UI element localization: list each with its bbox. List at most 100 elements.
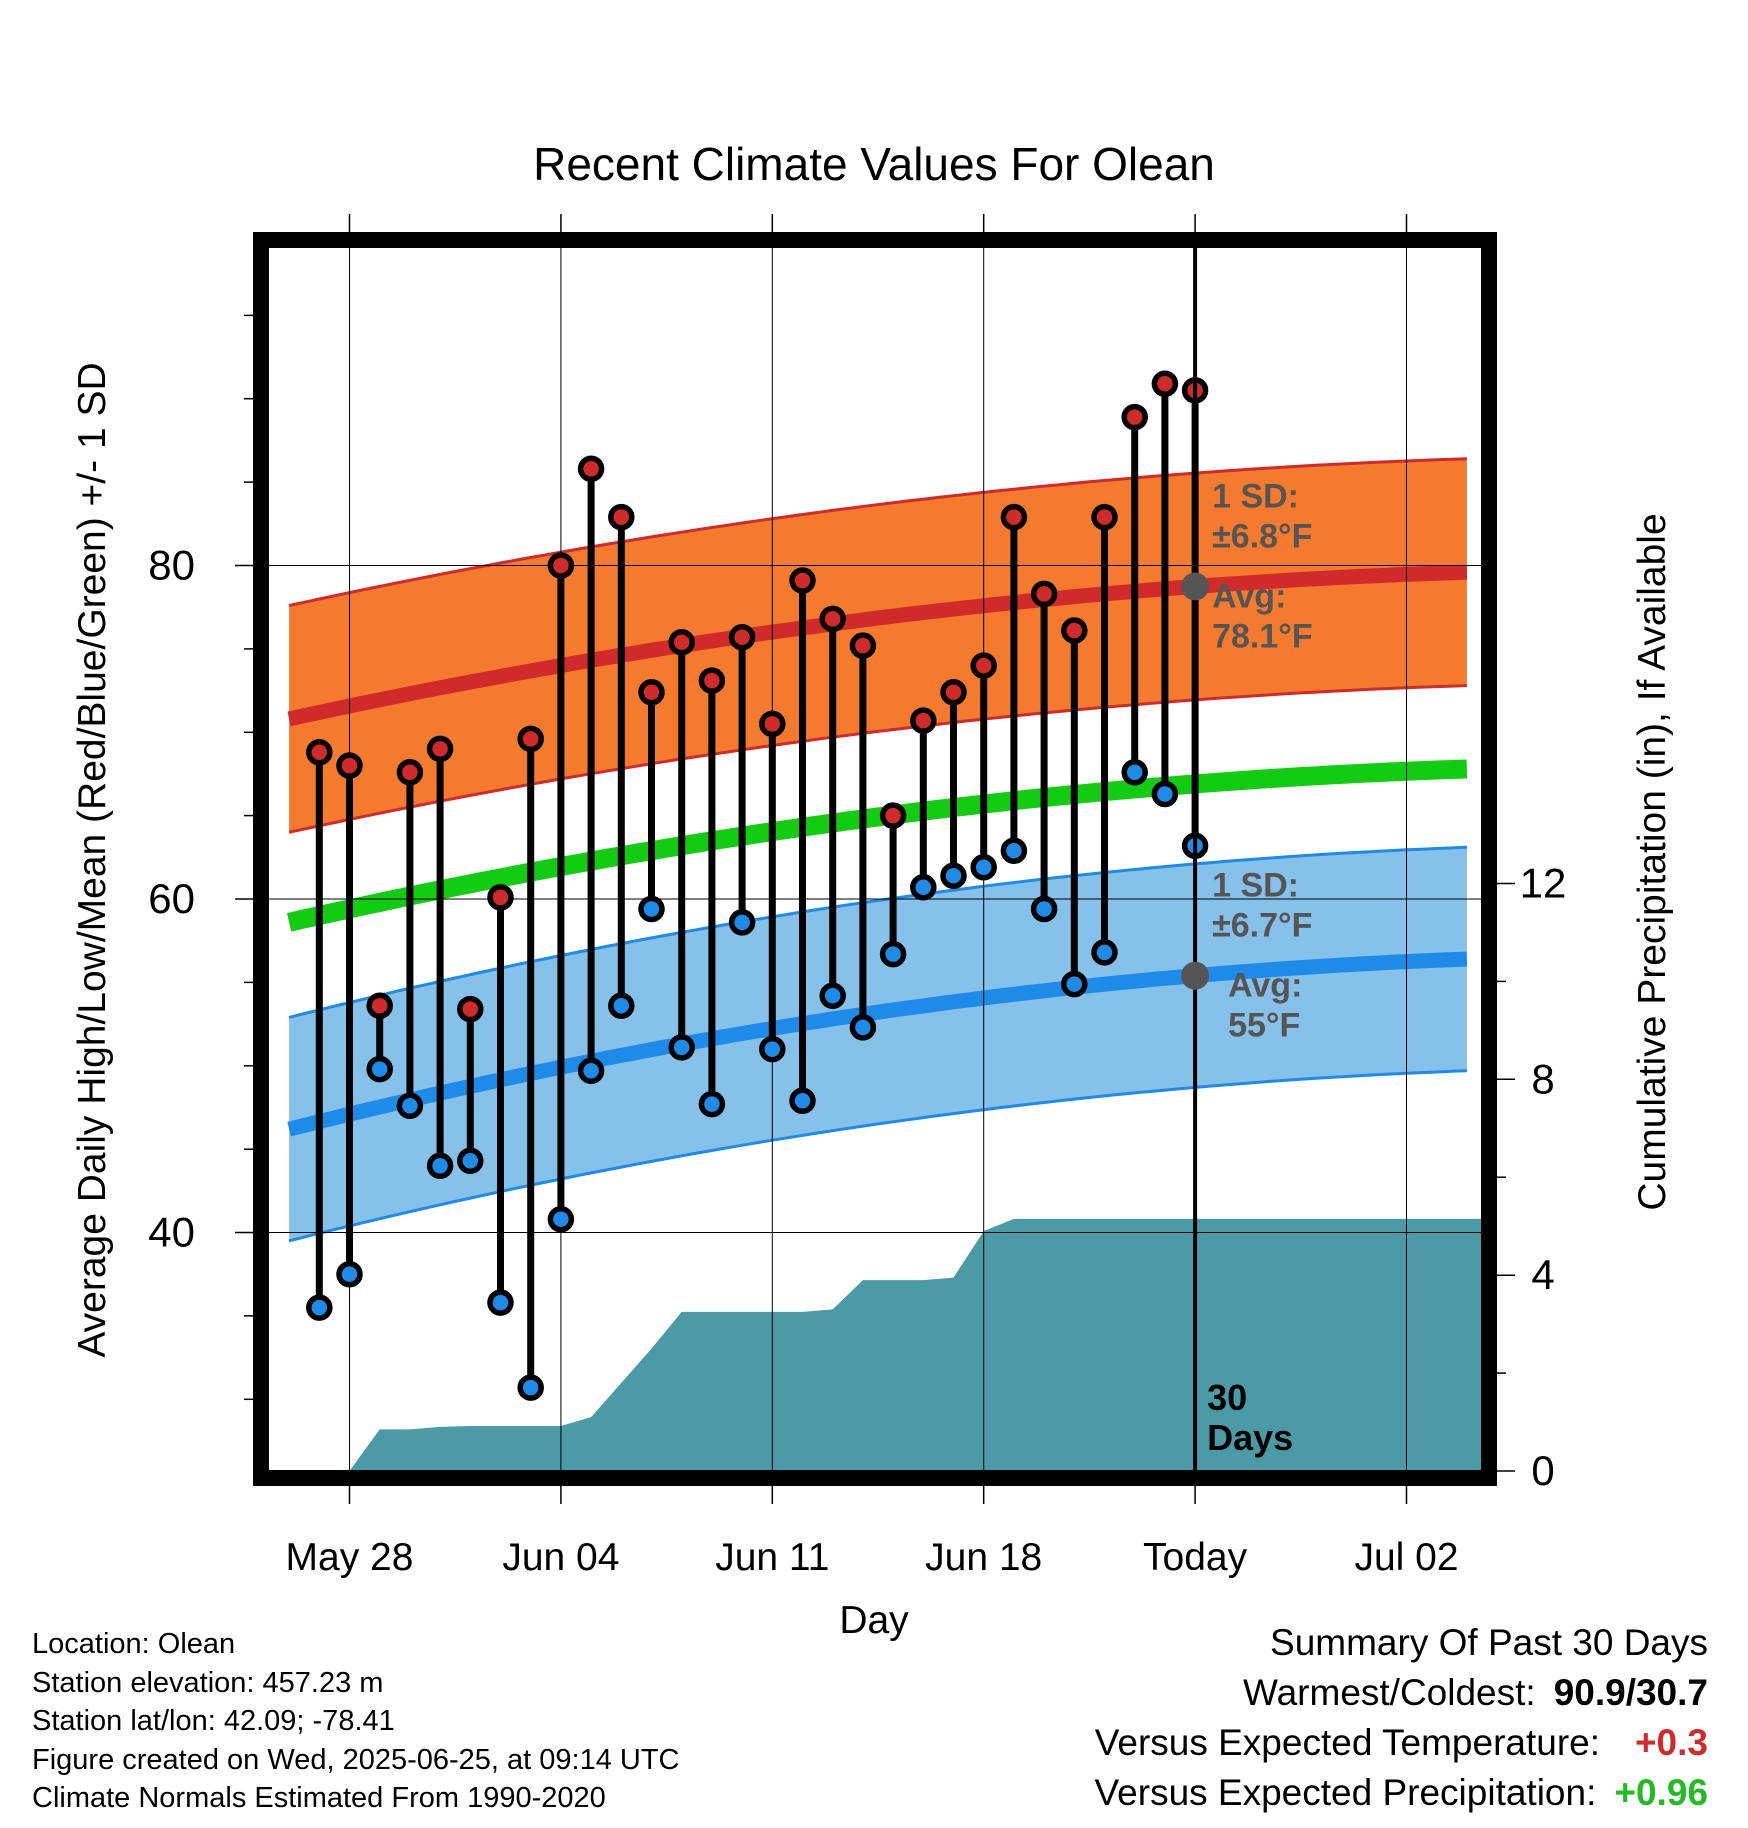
normal-low-upper-edge [288, 845, 1467, 1019]
daily-low-marker [879, 940, 907, 968]
high-avg-value: 78.1°F [1212, 618, 1313, 656]
daily-low-marker [426, 1152, 454, 1180]
y2-tick-label: 8 [1531, 1055, 1554, 1102]
precip-value: +0.96 [1614, 1772, 1708, 1813]
low-sd-label: 1 SD: [1212, 867, 1299, 905]
high-avg-label: Avg: [1212, 578, 1286, 616]
high-sd-label: 1 SD: [1212, 478, 1299, 516]
daily-high-marker [457, 995, 484, 1023]
daily-low-marker [608, 992, 635, 1019]
daily-high-marker [336, 752, 363, 779]
latlon-text: Station lat/lon: 42.09; -78.41 [32, 1705, 395, 1737]
daily-low-marker [457, 1147, 484, 1175]
created-text: Figure created on Wed, 2025-06-25, at 09… [32, 1743, 680, 1776]
warm-cold-label: Warmest/Coldest: [1243, 1672, 1536, 1713]
daily-low-marker [698, 1090, 726, 1118]
daily-high-marker [547, 552, 575, 579]
precipitation-area-layer [349, 1218, 1482, 1471]
daily-high-marker [970, 652, 997, 679]
daily-high-marker [1030, 580, 1058, 608]
today-count-number: 30 [1207, 1377, 1247, 1418]
high-sd-value: ±6.8°F [1212, 518, 1312, 556]
low-avg-value: 55°F [1228, 1007, 1300, 1045]
normal-high-line [287, 564, 1468, 727]
x-tick-label: Jun 18 [925, 1536, 1042, 1579]
daily-high-marker [728, 623, 756, 651]
daily-low-marker [728, 909, 756, 936]
normals-text: Climate Normals Estimated From 1990-2020 [32, 1782, 606, 1814]
daily-high-marker [1121, 403, 1148, 431]
x-tick-label: Today [1143, 1536, 1248, 1579]
low-avg-marker [1181, 961, 1210, 990]
summary-precip: Versus Expected Precipitation: +0.96 [1095, 1768, 1708, 1818]
daily-low-marker [970, 854, 997, 881]
daily-low-marker [940, 862, 967, 889]
daily-high-marker [759, 710, 786, 738]
summary-temp: Versus Expected Temperature: +0.3 [1095, 1718, 1708, 1768]
daily-high-marker [1091, 503, 1118, 531]
daily-high-marker [517, 725, 544, 753]
daily-low-marker [336, 1260, 363, 1288]
y-axis-label: Average Daily High/Low/Mean (Red/Blue/Gr… [71, 362, 114, 1357]
summary-warm-cold: Warmest/Coldest: 90.9/30.7 [1095, 1668, 1708, 1718]
daily-low-marker [366, 1055, 393, 1083]
low-sd-value: ±6.7°F [1212, 907, 1312, 945]
y2-axis-label: Cumulative Precipitation (in), If Availa… [1631, 513, 1674, 1210]
daily-low-marker [668, 1034, 695, 1061]
daily-markers [306, 370, 1209, 1401]
daily-high-marker [698, 667, 726, 694]
axes-layer: May 28 Jun 04 Jun 11 Jun 18 Today Jul 0240608… [148, 214, 1566, 1579]
daily-low-marker [306, 1294, 333, 1321]
daily-low-marker [547, 1205, 575, 1233]
temp-label: Versus Expected Temperature: [1094, 1722, 1600, 1763]
daily-high-marker [789, 567, 816, 594]
daily-low-marker [1030, 895, 1058, 923]
today-count-unit: Days [1207, 1417, 1293, 1458]
daily-high-marker [1151, 370, 1179, 397]
low-avg-label: Avg: [1228, 967, 1302, 1005]
daily-low-marker [487, 1289, 514, 1316]
elevation-text: Station elevation: 457.23 m [32, 1666, 384, 1699]
y2-tick-label: 0 [1531, 1447, 1554, 1494]
daily-low-marker [910, 874, 937, 901]
high-avg-marker [1181, 572, 1210, 601]
temp-value: +0.3 [1634, 1722, 1708, 1763]
normals-bands-layer [286, 457, 1468, 1243]
daily-high-marker [1000, 503, 1028, 531]
daily-low-marker [396, 1092, 424, 1120]
y-tick-label: 80 [148, 542, 195, 589]
chart-title: Recent Climate Values For Olean [533, 138, 1215, 190]
y2-tick-label: 12 [1520, 860, 1567, 907]
daily-high-marker [1061, 617, 1088, 644]
daily-range-stems [315, 383, 1199, 1388]
daily-low-marker [849, 1014, 877, 1041]
daily-low-marker [1061, 970, 1088, 998]
daily-low-marker [638, 895, 665, 923]
daily-low-marker [819, 982, 846, 1009]
daily-high-marker [426, 735, 454, 763]
daily-low-marker [577, 1057, 605, 1085]
daily-high-marker [366, 992, 393, 1019]
daily-high-marker [819, 605, 846, 633]
x-tick-label: Jun 04 [502, 1536, 619, 1579]
plot-area [268, 247, 1482, 1471]
daily-high-marker [487, 884, 514, 911]
daily-low-marker [517, 1374, 544, 1401]
normal-low-band [289, 847, 1467, 1241]
normal-low-line [287, 951, 1468, 1137]
y-tick-label: 60 [148, 875, 195, 922]
daily-high-marker [940, 678, 967, 706]
daily-high-marker [668, 628, 695, 656]
summary-title: Summary Of Past 30 Days [1270, 1622, 1708, 1663]
x-tick-label: May 28 [286, 1536, 414, 1579]
daily-high-marker [849, 632, 877, 659]
plot-frame [253, 232, 1497, 1486]
warm-cold-value: 90.9/30.7 [1553, 1672, 1708, 1713]
x-tick-label: Jun 11 [715, 1536, 829, 1579]
normal-high-lower-edge [288, 684, 1467, 834]
y-tick-label: 40 [148, 1209, 195, 1256]
daily-low-marker [759, 1035, 786, 1063]
daily-high-marker [608, 503, 635, 531]
daily-low-marker [1091, 939, 1118, 966]
